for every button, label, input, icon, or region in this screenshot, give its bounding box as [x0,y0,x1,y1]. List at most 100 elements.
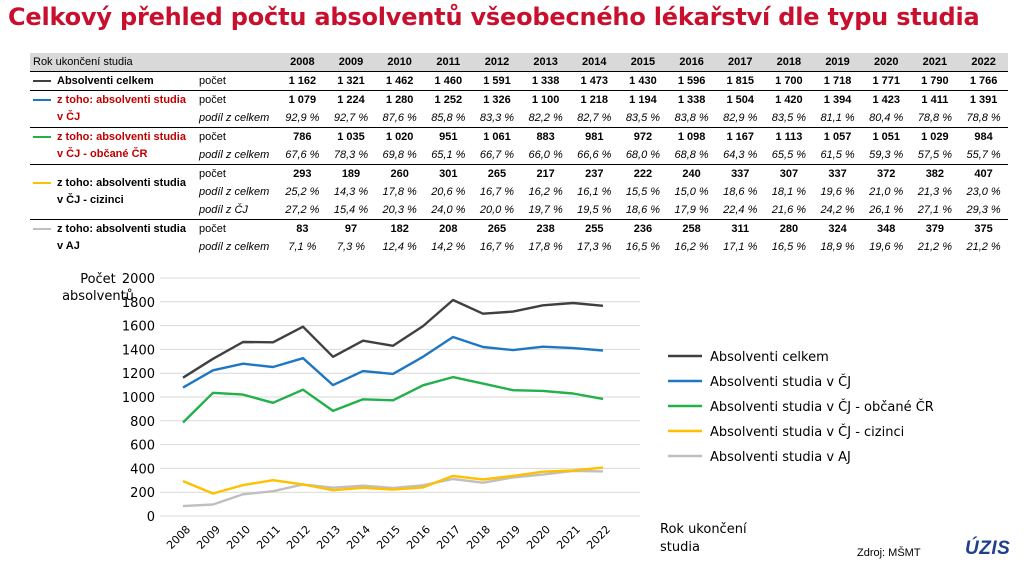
table-cell: 61,5 % [820,148,855,161]
year-header: 2008 [278,53,327,72]
table-cell: 69,8 % [382,148,417,161]
year-header: 2022 [959,53,1008,72]
table-body: Absolventi celkem počet 1 162 1 321 1 462 1 4… [30,71,1008,256]
legend-line-icon [33,79,51,82]
table-cell: 1 460 [423,71,473,91]
year-header: 2018 [764,53,814,72]
table-cell: 1 700 [764,71,814,91]
legend-line-icon [33,99,51,101]
table-cell: 97 [326,219,376,238]
year-header: 2010 [375,53,424,72]
year-header: 2015 [618,53,668,72]
table-cell: 1 596 [667,71,716,91]
table-cell: 83,5 % [625,111,661,124]
y-tick-label: 200 [130,486,155,501]
table-cell: 65,5 % [771,148,807,161]
y-tick-label: 600 [130,439,155,454]
table-cell: 1 218 [569,90,619,109]
legend-line-icon [33,182,51,184]
table-cell: 24,2 % [820,203,855,216]
table-cell: 18,6 % [625,203,661,216]
row-group-label: z toho: absolventi studia v AJ [30,219,196,256]
table-cell: 1 167 [715,127,765,146]
table-row: z toho: absolventi studia v ČJ počet 1 079… [30,90,1008,128]
row-group-label: z toho: absolventi studia v ČJ - cizinci [30,164,196,220]
table-cell: 82,2 % [528,111,563,124]
table-cell: 375 [959,219,1008,238]
table-cell: 16,7 % [479,240,515,253]
table-cell: 78,8 % [917,111,952,124]
table-cell: 1 411 [910,90,960,109]
table-cell: 786 [278,127,327,146]
table-cell: 1 473 [569,71,619,91]
row-measure-label: počet [196,90,279,109]
table-cell: 337 [715,164,765,183]
table-cell: 14,3 % [333,185,369,198]
year-header: 2011 [423,53,473,72]
year-header: 2020 [861,53,911,72]
table-cell: 16,2 % [674,240,709,253]
series-line [182,335,604,389]
table-cell: 1 423 [861,90,911,109]
x-tick-label: 2017 [434,523,463,552]
table-cell: 80,4 % [869,111,904,124]
table-cell: 25,2 % [285,185,320,198]
table-cell: 1 420 [764,90,814,109]
table-cell: 65,1 % [431,148,466,161]
chart-series [182,298,604,508]
table-cell: 348 [861,219,911,238]
table-cell: 27,2 % [285,203,320,216]
table-cell: 18,1 % [771,185,807,198]
table-cell: 85,8 % [431,111,466,124]
table-cell: 68,0 % [625,148,661,161]
table-cell: 20,6 % [431,185,466,198]
series-line [182,469,604,508]
y-axis-label-line2: absolventů [62,289,134,304]
row-measure-label: podíl z celkem [199,185,270,198]
table-cell: 1 020 [375,127,424,146]
row-group-label-text: z toho: absolventi studia v ČJ - občané … [57,131,186,160]
table-cell: 1 591 [472,71,522,91]
table-cell: 26,1 % [869,203,904,216]
table-cell: 66,7 % [479,148,515,161]
x-tick-label: 2015 [374,523,403,552]
table-cell: 21,2 % [917,240,952,253]
table-cell: 17,9 % [674,203,709,216]
row-measure-label: počet [196,164,279,183]
table-cell: 1 100 [521,90,570,109]
x-axis-label-line2: studia [660,540,700,555]
table-cell: 82,7 % [577,111,612,124]
year-header: 2021 [910,53,960,72]
table-cell: 972 [618,127,668,146]
table-cell: 15,0 % [674,185,709,198]
table-cell: 81,1 % [820,111,855,124]
table-cell: 265 [472,164,522,183]
table-cell: 7,1 % [288,240,317,253]
table-row: z toho: absolventi studia v AJ počet 83 97 1… [30,219,1008,256]
table-cell: 222 [618,164,668,183]
x-tick-label: 2016 [404,523,433,552]
row-group-label: Absolventi celkem [30,71,196,91]
table-cell: 12,4 % [382,240,417,253]
chart-gridlines [160,277,640,517]
legend-label: Absolventi studia v ČJ [710,374,851,390]
table-cell: 21,6 % [771,203,807,216]
table-cell: 1 326 [472,90,522,109]
table-cell: 1 462 [375,71,424,91]
row-group-label-text: z toho: absolventi studia v ČJ [57,94,186,123]
table-cell: 68,8 % [674,148,709,161]
table-cell: 59,3 % [869,148,904,161]
table-cell: 1 162 [278,71,327,91]
table-cell: 16,5 % [771,240,807,253]
legend-line-icon [33,136,51,138]
row-measure-label: počet [196,71,279,91]
table-cell: 182 [375,219,424,238]
table-cell: 1 391 [959,90,1008,109]
table-cell: 1 224 [326,90,376,109]
table-cell: 1 815 [715,71,765,91]
x-axis-ticks: 2008 2009 2010 2011 2012 2013 2014 2015 2016 2017… [164,523,613,552]
table-cell: 20,0 % [479,203,515,216]
table-cell: 293 [278,164,327,183]
table-cell: 22,4 % [723,203,758,216]
table-cell: 280 [764,219,814,238]
